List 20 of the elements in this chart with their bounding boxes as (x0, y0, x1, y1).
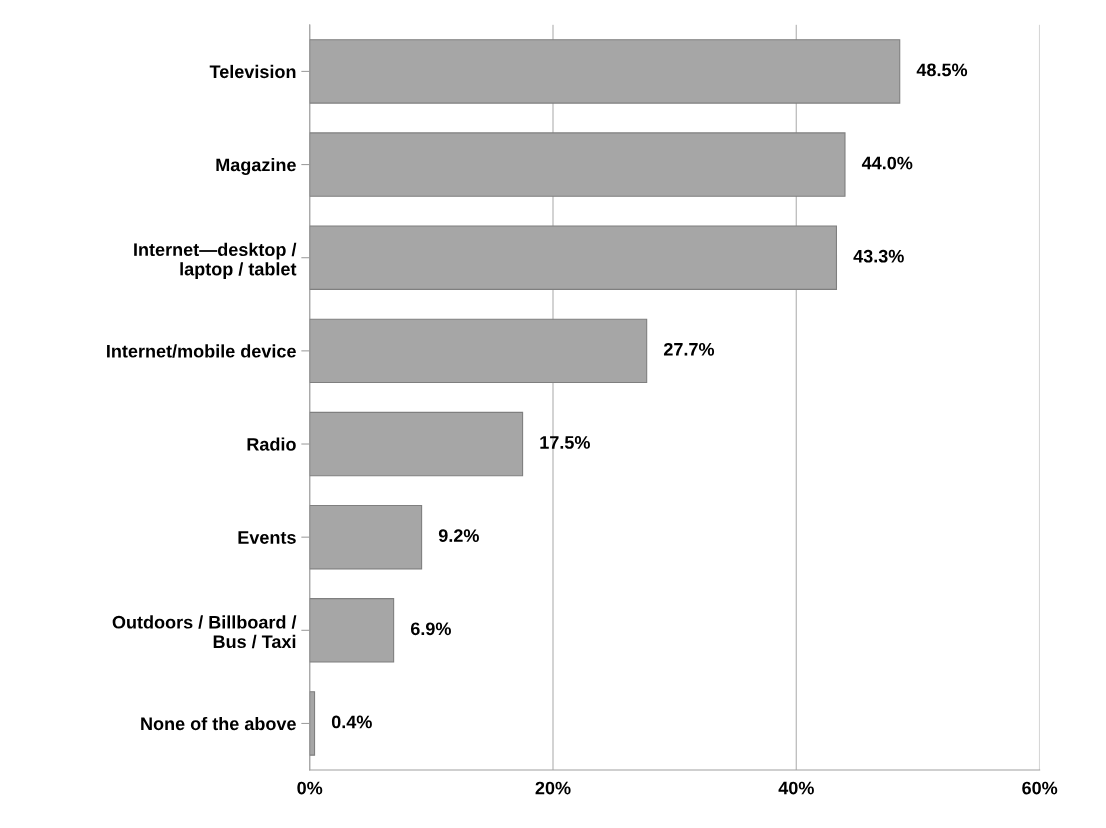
data-label: 9.2% (438, 529, 479, 543)
data-label: 0.4% (331, 715, 372, 729)
x-tick-label: 60% (1022, 781, 1058, 795)
data-label: 6.9% (410, 622, 451, 636)
y-tick-label: Outdoors / Billboard / Bus / Taxi (112, 615, 297, 649)
y-tick-label: Radio (247, 437, 296, 451)
y-tick-label: None of the above (141, 716, 296, 731)
data-label: 27.7% (663, 342, 715, 356)
x-tick-label: 20% (535, 781, 571, 795)
y-tick-label: Events (238, 531, 296, 544)
y-tick-label: Television (209, 64, 296, 79)
y-tick-label: Internet—desktop / laptop / tablet (134, 242, 297, 280)
y-tick-label: Internet/mobile device (107, 344, 296, 358)
data-label: 43.3% (853, 249, 904, 263)
data-label: 17.5% (540, 436, 590, 449)
x-tick-label: 0% (297, 781, 323, 795)
data-label: 48.5% (916, 63, 968, 77)
data-label: 44.0% (861, 156, 913, 170)
y-tick-label: Magazine (216, 158, 296, 175)
x-tick-label: 40% (778, 781, 814, 795)
